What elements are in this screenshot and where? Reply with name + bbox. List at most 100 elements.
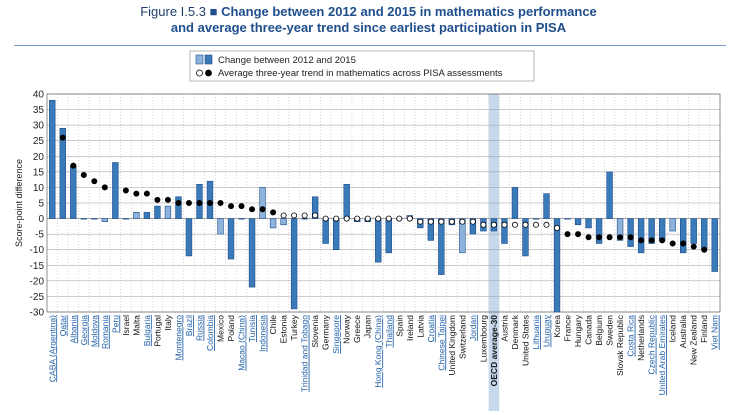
bar-sweden (606, 171, 613, 219)
legend-label-dots: Average three-year trend in mathematics … (218, 68, 503, 79)
bar-peru (112, 162, 119, 219)
dot-mexico (217, 199, 224, 206)
y-tick-label: 25 (33, 136, 45, 147)
bar-portugal (154, 205, 161, 219)
bar-colombia (206, 180, 214, 219)
dot-tunisia (249, 206, 256, 213)
y-tick-label: 30 (33, 121, 45, 132)
dot-japan (364, 215, 371, 222)
dot-croatia (427, 218, 434, 225)
y-tick-label: 35 (33, 105, 45, 116)
dot-slovenia (312, 212, 319, 219)
x-tick-label: Trinidad and Tobago (300, 315, 310, 392)
x-tick-label: Czech Republic (647, 314, 657, 374)
bar-canada (585, 218, 592, 229)
dot-finland (701, 246, 708, 253)
x-tick-label: Spain (394, 315, 404, 337)
y-tick-label: -15 (30, 261, 45, 272)
x-tick-label: Hungary (573, 314, 583, 347)
title-text-1: Change between 2012 and 2015 in mathemat… (221, 4, 597, 19)
dot-korea (554, 224, 561, 231)
dot-colombia (206, 199, 213, 206)
x-tick-label: United States (520, 315, 530, 366)
x-tick-label: Ireland (405, 315, 415, 341)
bar-slovenia (311, 196, 319, 219)
dot-france (564, 231, 571, 238)
legend-dot-open-swatch (196, 69, 203, 77)
dot-austria (501, 221, 508, 228)
bar-iceland (669, 218, 676, 232)
x-tick-label: Netherlands (636, 315, 646, 361)
x-tick-label: Lithuania (531, 315, 541, 350)
y-tick-label: 40 (33, 90, 45, 101)
x-tick-label: Australia (678, 315, 688, 348)
x-tick-label: Bulgaria (142, 315, 152, 346)
x-tick-label: Costa Rica (626, 315, 636, 357)
bar-australia (680, 218, 687, 254)
x-tick-label: Norway (342, 314, 352, 344)
bar-estonia (280, 218, 287, 226)
x-tick-label: Russia (194, 315, 204, 341)
x-tick-label: Indonesia (258, 315, 268, 352)
title-separator: ■ (209, 4, 218, 19)
y-tick-label: -25 (30, 292, 45, 303)
x-tick-label: Latvia (415, 315, 425, 338)
y-axis-label: Score-point difference (14, 159, 24, 247)
bar-brazil (185, 218, 193, 257)
dot-costa-rica (627, 234, 634, 241)
x-tick-label: Switzerland (457, 315, 467, 359)
dot-ireland (406, 215, 413, 222)
bar-lithuania (532, 218, 540, 220)
dot-estonia (280, 212, 287, 219)
y-tick-label: 20 (33, 152, 45, 163)
bar-slovak-republic (616, 218, 624, 241)
dot-belgium (596, 234, 603, 241)
dot-united-states (522, 221, 529, 228)
x-tick-label: Chile (268, 315, 278, 335)
x-tick-label: Chinese Taipei (436, 315, 446, 371)
chart-title: Figure I.5.3 ■ Change between 2012 and 2… (0, 4, 737, 36)
dot-chile (270, 209, 277, 216)
dot-trinidad-and-tobago (301, 212, 308, 219)
x-tick-label: Belgium (594, 315, 604, 346)
legend-label-bars: Change between 2012 and 2015 (218, 55, 356, 66)
dot-uruguay (543, 221, 550, 228)
x-tick-label: Hong Kong (China) (373, 315, 383, 388)
y-tick-label: -30 (30, 308, 45, 319)
dot-albania (70, 162, 77, 169)
highlight-column (488, 94, 500, 411)
dot-netherlands (638, 237, 645, 244)
bar-hungary (574, 218, 582, 226)
bar-croatia (427, 218, 435, 241)
dot-norway (343, 215, 350, 222)
x-tick-label: Qatar (58, 315, 68, 336)
bar-united-states (522, 218, 529, 257)
dot-bulgaria (143, 190, 150, 197)
bar-turkey (290, 218, 298, 310)
dot-australia (680, 240, 687, 247)
bar-albania (70, 165, 77, 219)
dot-macao-china- (238, 203, 245, 210)
bar-georgia (80, 218, 87, 220)
x-tick-label: Peru (110, 315, 120, 333)
dot-indonesia (259, 206, 266, 213)
x-tick-label: Jordan (468, 315, 478, 341)
x-tick-label: Macao (China) (237, 315, 247, 371)
x-tick-label: Croatia (426, 315, 436, 343)
dot-thailand (385, 215, 392, 222)
dot-germany (322, 215, 329, 222)
dot-israel (122, 187, 129, 194)
x-tick-label: Mexico (216, 315, 226, 342)
title-text-2: and average three-year trend since earli… (170, 20, 567, 35)
x-tick-label: Uruguay (541, 314, 551, 347)
bar-czech-republic (648, 218, 655, 244)
dot-czech-republic (648, 237, 655, 244)
bar-germany (322, 218, 329, 244)
bar-denmark (511, 187, 519, 219)
bar-new-zealand (690, 218, 697, 244)
bar-thailand (385, 218, 392, 254)
bar-mexico (217, 218, 224, 235)
bar-romania (101, 218, 109, 222)
dot-lithuania (532, 221, 539, 228)
y-tick-label: 10 (33, 183, 45, 194)
